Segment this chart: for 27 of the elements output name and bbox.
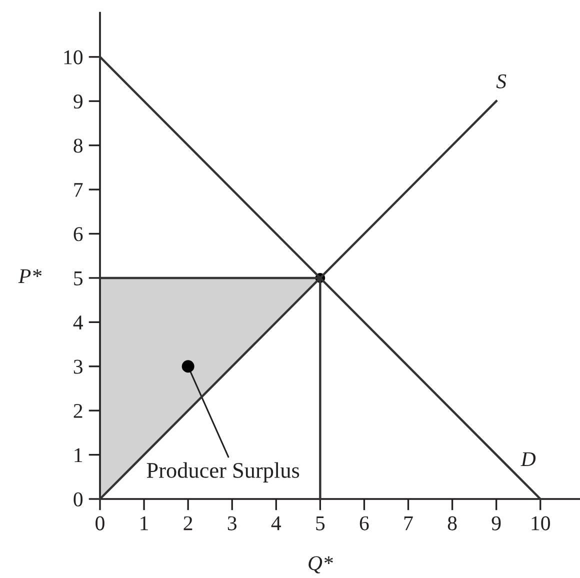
x-tick-label: 5 — [316, 516, 325, 530]
x-tick-label: 10 — [532, 516, 550, 530]
series-label: S — [496, 74, 506, 88]
series-label: D — [520, 452, 536, 466]
x-tick-label: 9 — [492, 516, 501, 530]
annotation: P* — [18, 269, 42, 283]
y-tick-label: 7 — [74, 183, 83, 197]
annotation: Producer Surplus — [146, 462, 300, 482]
x-tick-label: 1 — [140, 516, 148, 530]
x-tick-label: 8 — [448, 516, 457, 530]
x-tick-label: 4 — [271, 516, 282, 530]
y-tick-label: 8 — [74, 138, 83, 153]
x-tick-label: 6 — [360, 516, 369, 530]
x-tick-label: 2 — [184, 516, 192, 530]
x-tick-label: 3 — [228, 516, 236, 530]
y-tick-label: 2 — [74, 404, 82, 418]
y-tick-label: 3 — [74, 360, 83, 374]
y-tick-label: 4 — [73, 316, 83, 330]
y-tick-label: 1 — [74, 448, 82, 462]
y-tick-label: 6 — [74, 227, 83, 242]
y-tick-label: 5 — [74, 272, 83, 286]
annotation: Q* — [308, 556, 333, 574]
x-tick-label: 7 — [404, 516, 413, 530]
y-tick-label: 9 — [74, 94, 82, 109]
x-tick-label: 0 — [96, 516, 104, 530]
y-tick-label: 10 — [64, 50, 83, 64]
y-tick-label: 0 — [74, 492, 83, 506]
